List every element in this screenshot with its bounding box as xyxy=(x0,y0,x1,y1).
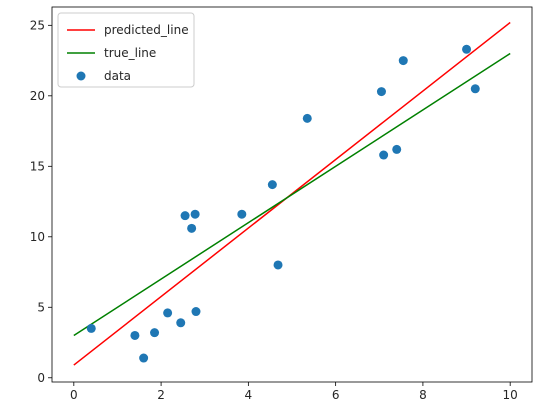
data-point xyxy=(176,318,186,328)
data-point xyxy=(139,353,149,363)
legend-label-true_line: true_line xyxy=(104,46,156,60)
legend-label-predicted_line: predicted_line xyxy=(104,23,189,37)
x-tick-label: 8 xyxy=(419,388,427,402)
plot-area xyxy=(73,21,511,366)
data-point xyxy=(190,209,200,219)
data-point xyxy=(150,328,160,338)
data-point xyxy=(376,87,386,97)
legend-swatch-data xyxy=(76,71,86,81)
data-point xyxy=(180,211,190,221)
data-point xyxy=(470,84,480,94)
y-tick-label: 0 xyxy=(37,371,45,385)
legend-box xyxy=(57,12,195,88)
legend-label-data: data xyxy=(104,69,131,83)
data-point xyxy=(392,144,402,154)
x-tick-label: 2 xyxy=(157,388,165,402)
data-point xyxy=(130,330,140,340)
data-point xyxy=(267,180,277,190)
data-point xyxy=(379,150,389,160)
y-tick-label: 25 xyxy=(30,18,45,32)
data-point xyxy=(398,56,408,66)
y-tick-label: 10 xyxy=(30,230,45,244)
x-tick-label: 4 xyxy=(245,388,253,402)
data-point xyxy=(273,260,283,270)
plot-contents xyxy=(73,21,511,366)
y-tick-label: 15 xyxy=(30,159,45,173)
data-point xyxy=(163,308,173,318)
series-line-true_line xyxy=(73,52,511,337)
axes-frame xyxy=(51,6,533,383)
data-point xyxy=(237,209,247,219)
x-tick-label: 10 xyxy=(503,388,518,402)
x-tick-label: 0 xyxy=(70,388,78,402)
data-point xyxy=(462,44,472,54)
y-tick-label: 5 xyxy=(37,300,45,314)
axes: 0 2 4 6 8 10 0 5 10 15 20 25 xyxy=(30,6,533,402)
data-point xyxy=(86,323,96,333)
x-tick-label: 6 xyxy=(332,388,340,402)
data-point xyxy=(191,307,201,317)
data-point xyxy=(302,113,312,123)
data-point xyxy=(187,223,197,233)
y-tick-label: 20 xyxy=(30,89,45,103)
